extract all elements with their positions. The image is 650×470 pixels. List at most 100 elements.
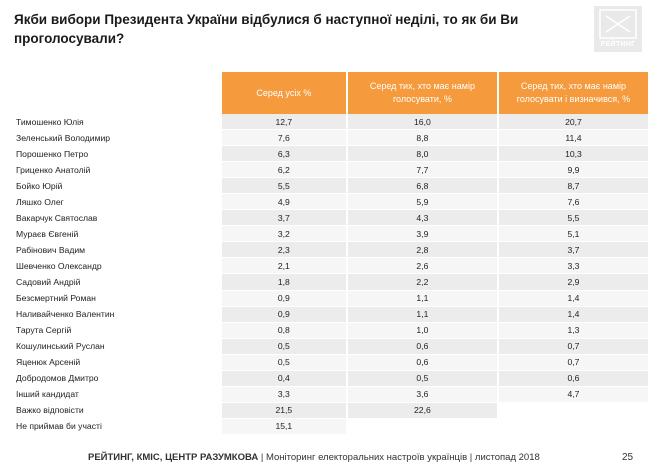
footer-source-org: РЕЙТИНГ, КМІС, ЦЕНТР РАЗУМКОВА [88,452,259,463]
value-all-cell: 0,9 [221,306,348,323]
page-number: 25 [622,452,634,463]
value-intend-cell: 4,3 [346,209,499,227]
value-intend-cell: 0,6 [346,354,499,371]
table-row: Мураєв Євгеній 3,2 3,9 5,1 [14,225,650,243]
value-decided-cell: 5,1 [497,225,650,243]
value-intend-cell: 1,1 [346,306,499,323]
table-row: Не приймав би участі 15,1 [14,418,650,435]
value-intend-cell: 1,0 [346,322,499,339]
candidate-name-cell: Кошулинський Руслан [14,338,222,355]
table-row: Бойко Юрій 5,5 6,8 8,7 [14,177,650,195]
value-decided-cell: 2,9 [497,273,650,291]
value-decided-cell: 1,4 [497,306,650,323]
footer-source: РЕЙТИНГ, КМІС, ЦЕНТР РАЗУМКОВА | Монітор… [88,452,540,463]
value-intend-cell: 3,6 [346,386,499,403]
value-decided-cell: 9,9 [497,161,650,179]
value-intend-cell: 6,8 [346,177,499,195]
table-header-row: Серед усіх % Серед тих, хто має намір го… [14,72,650,114]
candidate-name-cell: Тимошенко Юлія [14,114,222,131]
candidate-name-cell: Вакарчук Святослав [14,209,222,227]
table-row: Зеленський Володимир 7,6 8,8 11,4 [14,129,650,147]
table-row: Ляшко Олег 4,9 5,9 7,6 [14,193,650,211]
table-row: Тарута Сергій 0,8 1,0 1,3 [14,322,650,339]
value-intend-cell: 2,2 [346,273,499,291]
poll-results-table: Серед усіх % Серед тих, хто має намір го… [14,72,650,435]
column-header-intend-to-vote: Серед тих, хто має намір голосувати, % [346,72,499,114]
table-row: Яценюк Арсеній 0,5 0,6 0,7 [14,354,650,371]
value-intend-cell: 22,6 [346,402,499,419]
value-all-cell: 2,1 [221,257,348,275]
table-row: Наливайченко Валентин 0,9 1,1 1,4 [14,306,650,323]
table-row: Безсмертний Роман 0,9 1,1 1,4 [14,290,650,307]
candidate-name-cell: Яценюк Арсеній [14,354,222,371]
value-decided-cell: 0,7 [497,338,650,355]
logo-mark-icon [599,9,637,39]
value-decided-cell [497,402,650,419]
value-all-cell: 6,3 [221,145,348,163]
value-intend-cell: 0,6 [346,338,499,355]
table-row: Тимошенко Юлія 12,7 16,0 20,7 [14,114,650,131]
value-all-cell: 7,6 [221,129,348,147]
value-all-cell: 0,5 [221,354,348,371]
value-intend-cell [346,418,499,435]
value-all-cell: 3,7 [221,209,348,227]
value-intend-cell: 7,7 [346,161,499,179]
candidate-name-cell: Наливайченко Валентин [14,306,222,323]
candidate-name-cell: Садовий Андрій [14,273,222,291]
value-decided-cell: 3,3 [497,257,650,275]
candidate-name-cell: Гриценко Анатолій [14,161,222,179]
logo-text: РЕЙТИНГ [600,41,636,48]
value-decided-cell: 8,7 [497,177,650,195]
value-decided-cell: 1,3 [497,322,650,339]
value-all-cell: 2,3 [221,241,348,259]
value-decided-cell: 1,4 [497,290,650,307]
page-title: Якби вибори Президента України відбулися… [14,12,519,46]
value-decided-cell: 11,4 [497,129,650,147]
candidate-name-cell: Зеленський Володимир [14,129,222,147]
value-all-cell: 21,5 [221,402,348,419]
value-all-cell: 1,8 [221,273,348,291]
value-decided-cell: 20,7 [497,114,650,131]
value-all-cell: 0,4 [221,370,348,387]
value-all-cell: 15,1 [221,418,348,435]
table-row: Садовий Андрій 1,8 2,2 2,9 [14,273,650,291]
value-all-cell: 0,9 [221,290,348,307]
header-blank-cell [14,72,222,114]
table-row: Добродомов Дмитро 0,4 0,5 0,6 [14,370,650,387]
value-intend-cell: 2,6 [346,257,499,275]
candidate-name-cell: Мураєв Євгеній [14,225,222,243]
candidate-name-cell: Тарута Сергій [14,322,222,339]
value-decided-cell: 0,6 [497,370,650,387]
table-row: Рабінович Вадим 2,3 2,8 3,7 [14,241,650,259]
value-decided-cell: 0,7 [497,354,650,371]
table-row: Гриценко Анатолій 6,2 7,7 9,9 [14,161,650,179]
value-all-cell: 6,2 [221,161,348,179]
value-decided-cell: 3,7 [497,241,650,259]
value-all-cell: 0,8 [221,322,348,339]
footer-description: Моніторинг електоральних настроїв україн… [265,452,540,463]
candidate-name-cell: Інший кандидат [14,386,222,403]
value-intend-cell: 16,0 [346,114,499,131]
value-all-cell: 5,5 [221,177,348,195]
reyting-logo: РЕЙТИНГ [594,6,642,52]
value-all-cell: 3,2 [221,225,348,243]
candidate-name-cell: Рабінович Вадим [14,241,222,259]
value-intend-cell: 3,9 [346,225,499,243]
value-all-cell: 12,7 [221,114,348,131]
value-all-cell: 0,5 [221,338,348,355]
column-header-decided: Серед тих, хто має намір голосувати і ви… [497,72,650,114]
table-row: Порошенко Петро 6,3 8,0 10,3 [14,145,650,163]
value-intend-cell: 8,8 [346,129,499,147]
candidate-name-cell: Шевченко Олександр [14,257,222,275]
candidate-name-cell: Безсмертний Роман [14,290,222,307]
table-row: Інший кандидат 3,3 3,6 4,7 [14,386,650,403]
footer-separator: | [258,452,266,463]
value-intend-cell: 1,1 [346,290,499,307]
value-decided-cell: 7,6 [497,193,650,211]
value-intend-cell: 8,0 [346,145,499,163]
value-decided-cell: 4,7 [497,386,650,403]
value-all-cell: 4,9 [221,193,348,211]
value-all-cell: 3,3 [221,386,348,403]
value-intend-cell: 0,5 [346,370,499,387]
value-decided-cell [497,418,650,435]
